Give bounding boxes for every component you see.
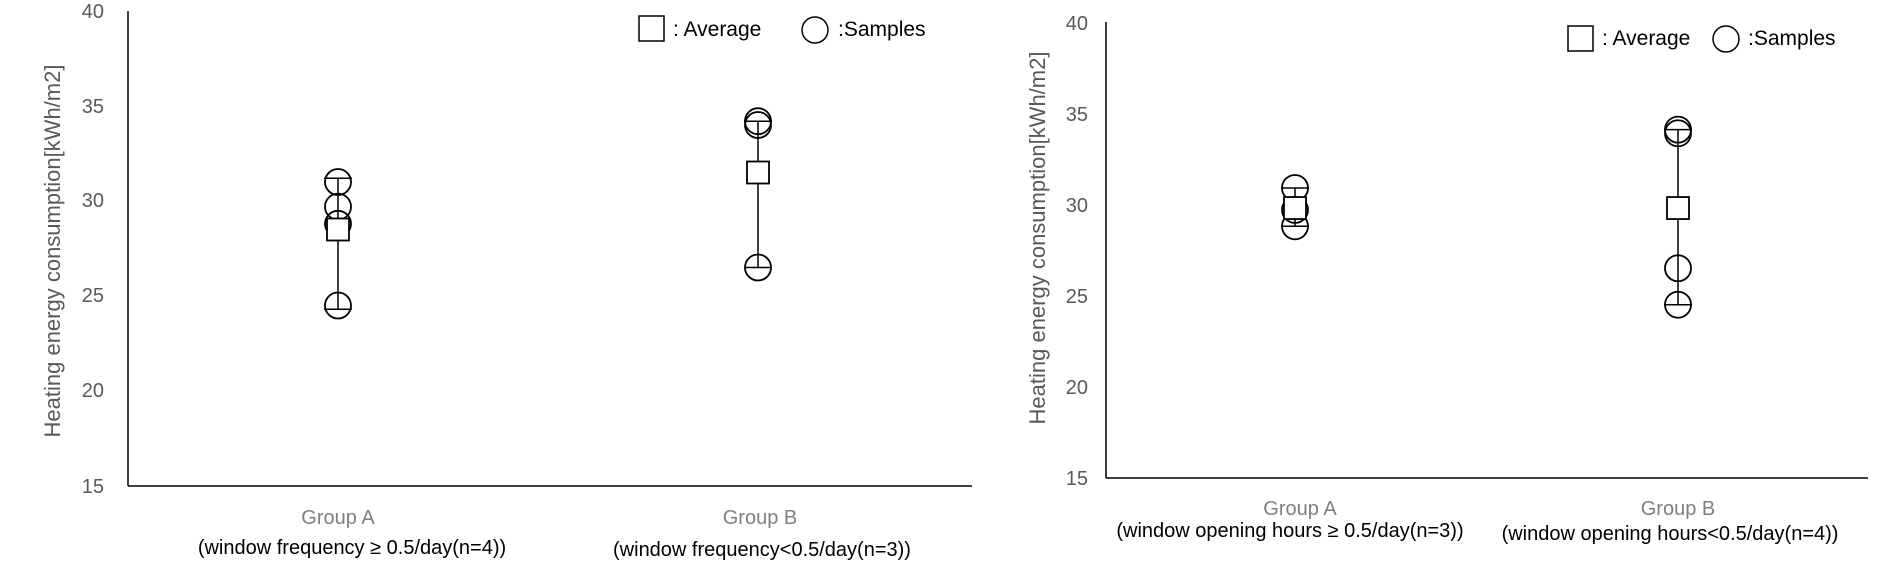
sample-point	[1664, 290, 1692, 319]
y-axis-label: Heating energy consumption[kWh/m2]	[40, 65, 65, 438]
sample-point	[744, 253, 772, 282]
y-tick-labels: 40 35 30 25 20 15	[1066, 13, 1088, 490]
samples-legend-marker	[801, 16, 829, 44]
x-category-sublabel: (window opening hours ≥ 0.5/day(n=3))	[1116, 520, 1463, 542]
y-tick-label: 40	[1066, 13, 1088, 35]
sample-point	[1664, 254, 1692, 283]
sample-point	[744, 111, 772, 139]
y-tick-label: 35	[82, 96, 104, 118]
y-tick-label: 25	[82, 285, 104, 307]
sample-point	[324, 291, 352, 320]
y-axis-label: Heating energy consumption[kWh/m2]	[1025, 52, 1050, 425]
y-tick-label: 30	[82, 190, 104, 212]
y-tick-label: 30	[1066, 195, 1088, 217]
x-category-sublabel: (window opening hours<0.5/day(n=4))	[1502, 523, 1839, 545]
legend: : Average :Samples	[638, 15, 926, 44]
x-category-label: Group B	[1641, 498, 1715, 520]
y-tick-label: 20	[82, 380, 104, 402]
samples-legend-marker	[1712, 25, 1740, 53]
average-point	[1283, 196, 1307, 220]
x-category-label: Group B	[723, 507, 797, 529]
average-point	[326, 217, 350, 242]
y-tick-label: 40	[82, 1, 104, 23]
y-tick-label: 15	[82, 476, 104, 498]
average-legend-label: : Average	[673, 18, 761, 41]
x-category-labels: Group A (window frequency ≥ 0.5/day(n=4)…	[198, 507, 911, 561]
average-legend-label: : Average	[1602, 27, 1690, 50]
average-point	[1666, 196, 1690, 220]
average-legend-marker	[638, 15, 665, 42]
y-tick-label: 25	[1066, 286, 1088, 308]
y-tick-label: 35	[1066, 104, 1088, 126]
x-category-labels: Group A (window opening hours ≥ 0.5/day(…	[1116, 498, 1838, 545]
y-tick-label: 15	[1066, 468, 1088, 490]
sample-point	[324, 168, 352, 196]
samples-legend-label: :Samples	[1748, 27, 1836, 50]
chart-left: Heating energy consumption[kWh/m2] 40 35…	[40, 1, 972, 561]
chart-right: Heating energy consumption[kWh/m2] 40 35…	[1025, 13, 1868, 545]
samples-legend-label: :Samples	[838, 18, 926, 41]
sample-point	[1664, 119, 1692, 148]
y-tick-label: 20	[1066, 377, 1088, 399]
x-category-sublabel: (window frequency<0.5/day(n=3))	[613, 539, 911, 561]
legend: : Average :Samples	[1567, 25, 1836, 53]
y-tick-labels: 40 35 30 25 20 15	[82, 1, 104, 498]
x-category-label: Group A	[301, 507, 375, 529]
average-point	[746, 160, 770, 185]
x-category-label: Group A	[1263, 498, 1337, 520]
average-legend-marker	[1567, 25, 1594, 52]
x-category-sublabel: (window frequency ≥ 0.5/day(n=4))	[198, 537, 506, 559]
